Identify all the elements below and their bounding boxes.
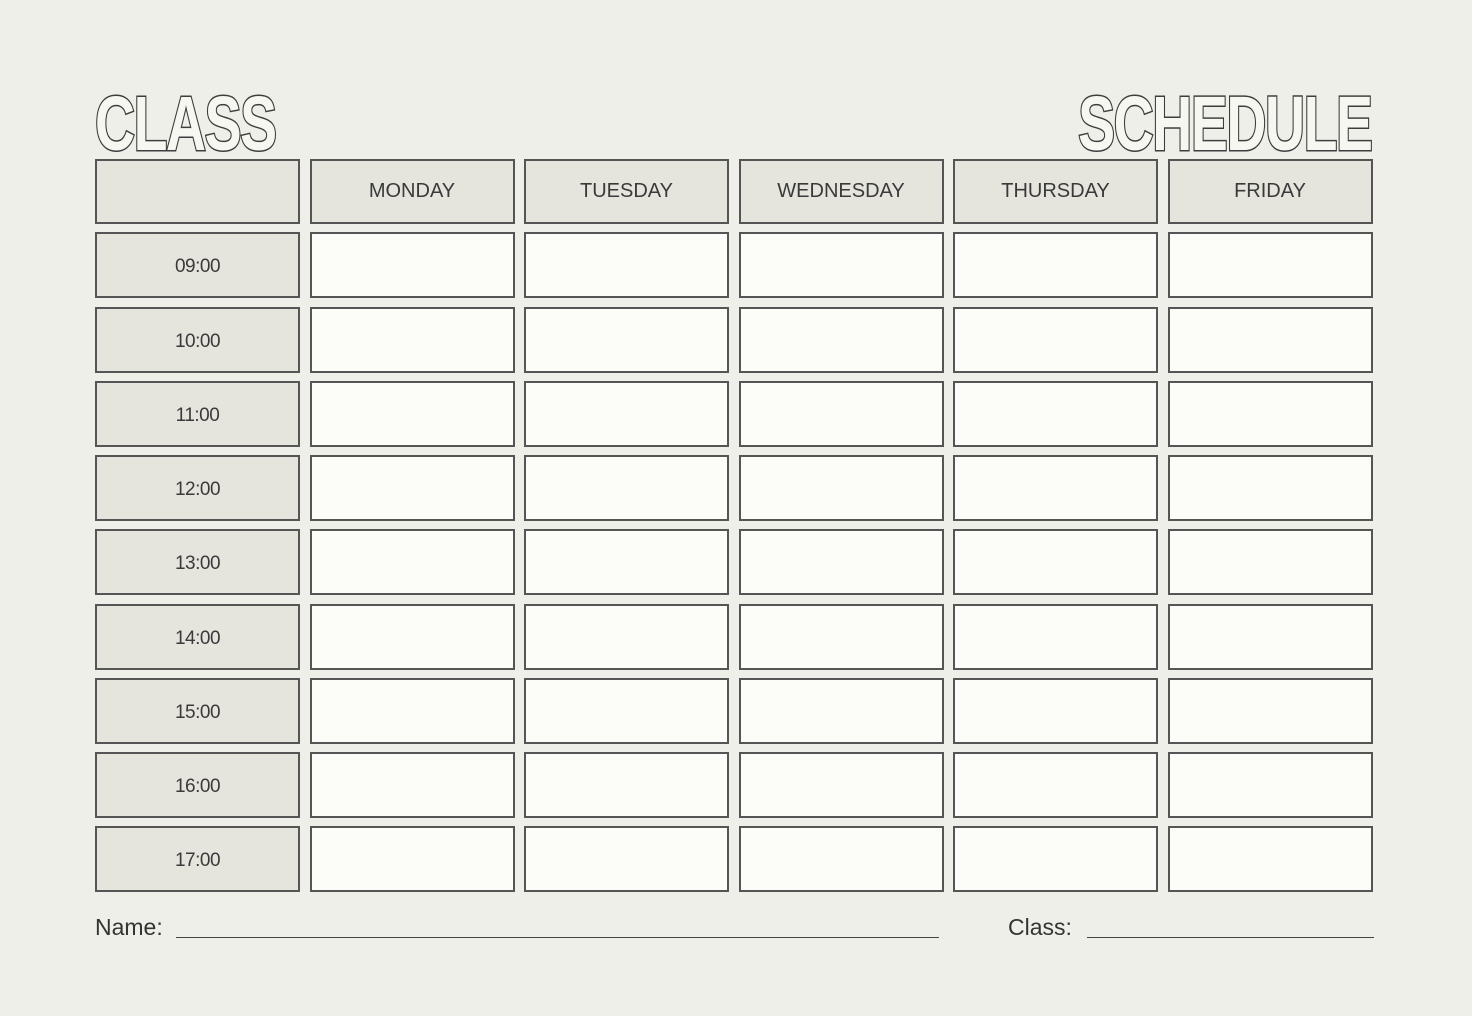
schedule-slot-friday[interactable] <box>1167 752 1373 818</box>
day-header-monday: MONDAY <box>309 159 515 224</box>
schedule-slot-tuesday[interactable] <box>524 752 729 818</box>
schedule-slot-monday[interactable] <box>309 603 515 670</box>
schedule-slot-monday[interactable] <box>309 232 515 299</box>
schedule-slot-tuesday[interactable] <box>524 306 729 373</box>
time-cell: 13:00 <box>95 529 300 596</box>
time-cell: 10:00 <box>95 306 300 373</box>
schedule-slot-friday[interactable] <box>1167 232 1373 299</box>
day-header-wednesday: WEDNESDAY <box>738 159 944 224</box>
schedule-slot-tuesday[interactable] <box>524 455 729 521</box>
class-field[interactable] <box>1087 937 1374 938</box>
schedule-slot-wednesday[interactable] <box>738 455 944 521</box>
schedule-slot-friday[interactable] <box>1167 455 1373 521</box>
schedule-slot-friday[interactable] <box>1167 603 1373 670</box>
schedule-slot-tuesday[interactable] <box>524 529 729 596</box>
schedule-slot-thursday[interactable] <box>953 529 1158 596</box>
time-cell: 11:00 <box>95 380 300 447</box>
schedule-slot-monday[interactable] <box>309 529 515 596</box>
schedule-slot-monday[interactable] <box>309 455 515 521</box>
schedule-slot-thursday[interactable] <box>953 752 1158 818</box>
schedule-slot-friday[interactable] <box>1167 826 1373 893</box>
schedule-slot-thursday[interactable] <box>953 677 1158 744</box>
schedule-slot-thursday[interactable] <box>953 380 1158 447</box>
schedule-slot-wednesday[interactable] <box>738 826 944 893</box>
schedule-slot-thursday[interactable] <box>953 455 1158 521</box>
schedule-slot-wednesday[interactable] <box>738 529 944 596</box>
schedule-slot-monday[interactable] <box>309 826 515 893</box>
name-field[interactable] <box>176 937 939 938</box>
schedule-slot-monday[interactable] <box>309 752 515 818</box>
time-cell: 17:00 <box>95 826 300 893</box>
schedule-slot-tuesday[interactable] <box>524 677 729 744</box>
time-cell: 16:00 <box>95 752 300 818</box>
name-label: Name: <box>95 914 163 940</box>
schedule-slot-thursday[interactable] <box>953 306 1158 373</box>
corner-header-cell <box>95 159 300 224</box>
schedule-slot-friday[interactable] <box>1167 380 1373 447</box>
schedule-slot-friday[interactable] <box>1167 677 1373 744</box>
schedule-slot-wednesday[interactable] <box>738 603 944 670</box>
schedule-slot-tuesday[interactable] <box>524 826 729 893</box>
time-cell: 14:00 <box>95 603 300 670</box>
schedule-slot-tuesday[interactable] <box>524 603 729 670</box>
schedule-slot-monday[interactable] <box>309 677 515 744</box>
title-schedule: SCHEDULE <box>1077 81 1374 167</box>
schedule-slot-tuesday[interactable] <box>524 232 729 299</box>
schedule-slot-wednesday[interactable] <box>738 380 944 447</box>
schedule-slot-thursday[interactable] <box>953 603 1158 670</box>
schedule-slot-friday[interactable] <box>1167 529 1373 596</box>
title-class: CLASS <box>94 81 278 167</box>
day-header-tuesday: TUESDAY <box>524 159 729 224</box>
schedule-slot-tuesday[interactable] <box>524 380 729 447</box>
day-header-friday: FRIDAY <box>1167 159 1373 224</box>
time-cell: 15:00 <box>95 677 300 744</box>
schedule-slot-thursday[interactable] <box>953 826 1158 893</box>
time-cell: 12:00 <box>95 455 300 521</box>
schedule-slot-wednesday[interactable] <box>738 677 944 744</box>
class-label: Class: <box>1008 914 1072 940</box>
time-cell: 09:00 <box>95 232 300 299</box>
schedule-slot-monday[interactable] <box>309 306 515 373</box>
schedule-slot-monday[interactable] <box>309 380 515 447</box>
schedule-slot-wednesday[interactable] <box>738 232 944 299</box>
schedule-table: MONDAY TUESDAY WEDNESDAY THURSDAY FRIDAY 09:0… <box>95 159 1373 893</box>
schedule-slot-thursday[interactable] <box>953 232 1158 299</box>
schedule-slot-wednesday[interactable] <box>738 306 944 373</box>
schedule-slot-wednesday[interactable] <box>738 752 944 818</box>
day-header-thursday: THURSDAY <box>953 159 1158 224</box>
schedule-slot-friday[interactable] <box>1167 306 1373 373</box>
